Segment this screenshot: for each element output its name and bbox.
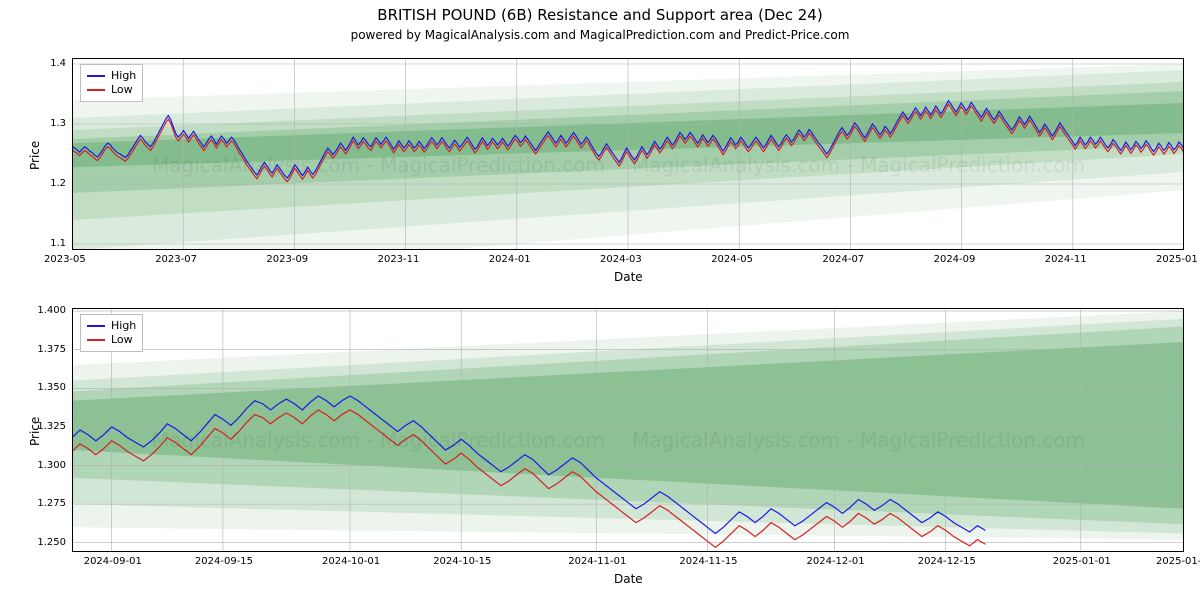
x-tick-label: 2023-05 — [44, 254, 86, 265]
y-tick-label: 1.300 — [37, 460, 66, 471]
chart-svg-upper — [72, 58, 1184, 250]
y-tick-label: 1.2 — [50, 178, 66, 189]
chart-subtitle: powered by MagicalAnalysis.com and Magic… — [0, 24, 1200, 44]
legend-box: High Low — [80, 64, 143, 102]
legend-row-high: High — [87, 319, 136, 333]
chart-svg-lower — [72, 308, 1184, 552]
legend-label-high: High — [111, 69, 136, 83]
x-tick-label: 2024-09-01 — [84, 556, 142, 567]
y-tick-label: 1.4 — [50, 58, 66, 69]
chart-panel-upper: High Low MagicalAnalysis.com - MagicalPr… — [72, 58, 1184, 250]
x-tick-label: 2024-10-15 — [433, 556, 491, 567]
x-tick-label: 2023-11 — [378, 254, 420, 265]
legend-box: High Low — [80, 314, 143, 352]
x-tick-label: 2024-10-01 — [322, 556, 380, 567]
x-tick-label: 2024-05 — [711, 254, 753, 265]
x-tick-label: 2024-09 — [934, 254, 976, 265]
legend-label-high: High — [111, 319, 136, 333]
legend-swatch-low — [87, 89, 105, 91]
x-tick-label: 2024-12-01 — [807, 556, 865, 567]
chart-title: BRITISH POUND (6B) Resistance and Suppor… — [0, 0, 1200, 24]
y-tick-label: 1.1 — [50, 238, 66, 249]
legend-swatch-high — [87, 75, 105, 77]
x-tick-label: 2024-11-01 — [568, 556, 626, 567]
legend-label-low: Low — [111, 333, 133, 347]
x-tick-label: 2024-03 — [600, 254, 642, 265]
y-tick-label: 1.325 — [37, 421, 66, 432]
y-tick-label: 1.250 — [37, 537, 66, 548]
x-tick-label: 2025-01-01 — [1053, 556, 1111, 567]
x-tick-label: 2024-11 — [1045, 254, 1087, 265]
legend-row-high: High — [87, 69, 136, 83]
x-axis-label: Date — [614, 270, 643, 284]
x-tick-label: 2024-11-15 — [679, 556, 737, 567]
y-axis-label: Price — [28, 141, 42, 170]
x-tick-label: 2024-12-15 — [918, 556, 976, 567]
x-tick-label: 2023-09 — [266, 254, 308, 265]
legend-swatch-low — [87, 339, 105, 341]
legend-swatch-high — [87, 325, 105, 327]
chart-panel-lower: High Low MagicalAnalysis.com - MagicalPr… — [72, 308, 1184, 552]
y-tick-label: 1.275 — [37, 498, 66, 509]
x-tick-label: 2025-01 — [1156, 254, 1198, 265]
y-tick-label: 1.350 — [37, 382, 66, 393]
x-tick-label: 2024-01 — [489, 254, 531, 265]
x-tick-label: 2024-09-15 — [195, 556, 253, 567]
legend-row-low: Low — [87, 83, 136, 97]
y-tick-label: 1.375 — [37, 344, 66, 355]
x-tick-label: 2024-07 — [822, 254, 864, 265]
y-tick-label: 1.3 — [50, 118, 66, 129]
x-tick-label: 2025-01-15 — [1156, 556, 1200, 567]
legend-row-low: Low — [87, 333, 136, 347]
x-tick-label: 2023-07 — [155, 254, 197, 265]
y-tick-label: 1.400 — [37, 305, 66, 316]
legend-label-low: Low — [111, 83, 133, 97]
x-axis-label: Date — [614, 572, 643, 586]
